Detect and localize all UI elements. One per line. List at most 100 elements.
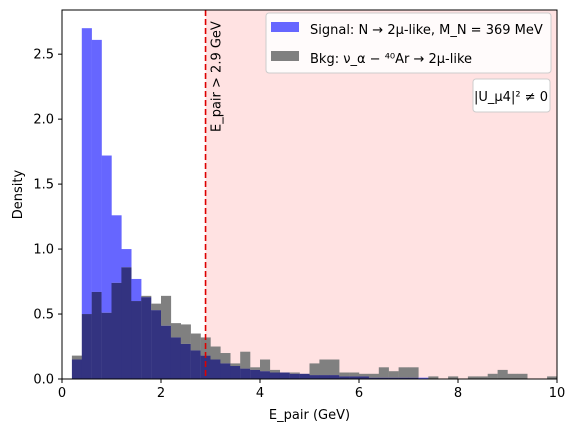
histogram-bar: [250, 367, 261, 370]
histogram-bar: [269, 369, 280, 373]
histogram-bar: [368, 373, 379, 378]
legend-bkg-swatch: [271, 51, 299, 61]
histogram-bar-overlap: [161, 325, 172, 379]
histogram-bar-overlap: [319, 375, 330, 379]
histogram-bar: [497, 369, 508, 379]
histogram-bar: [477, 376, 488, 379]
histogram-bar: [329, 359, 340, 376]
x-tick-label: 4: [256, 386, 264, 401]
histogram-bar: [170, 323, 181, 338]
histogram-bar: [408, 367, 419, 378]
annotation-frame: [472, 78, 551, 113]
y-tick-label: 0.0: [33, 373, 54, 388]
histogram-bar: [507, 373, 518, 379]
histogram-bar: [101, 155, 112, 313]
x-tick-label: 2: [157, 386, 165, 401]
histogram-bar: [220, 353, 231, 364]
histogram-bar: [547, 376, 558, 379]
histogram-bar-overlap: [101, 312, 112, 379]
x-tick-label: 8: [454, 386, 462, 401]
legend-signal-swatch: [271, 22, 299, 32]
y-tick-label: 0.5: [33, 308, 54, 323]
histogram-bar-overlap: [260, 371, 271, 379]
histogram-bar: [240, 351, 251, 369]
histogram-bar: [378, 367, 389, 378]
histogram-bar-overlap: [349, 376, 360, 379]
y-tick-label: 2.0: [33, 113, 54, 128]
histogram-bar: [398, 367, 409, 378]
histogram-bar: [448, 376, 459, 379]
histogram-bar-overlap: [131, 301, 142, 379]
annotation-text: |U_μ4|² ≠ 0: [474, 90, 548, 105]
y-axis-ticks: 0.0 0.5 1.0 1.5 2.0 2.5: [33, 48, 62, 388]
histogram-bar-overlap: [170, 337, 181, 379]
histogram-bar-overlap: [368, 377, 379, 379]
histogram-bar: [467, 376, 478, 379]
histogram-bar: [339, 372, 350, 377]
histogram-bar-overlap: [329, 375, 340, 379]
y-tick-label: 1.0: [33, 243, 54, 258]
plot-frame: [61, 9, 558, 380]
legend-box: [265, 12, 552, 74]
histogram-bar-overlap: [378, 377, 389, 379]
histogram-bar: [210, 346, 221, 360]
histogram-bar-overlap: [91, 291, 102, 379]
x-tick-label: 6: [355, 386, 363, 401]
histogram-bar: [319, 359, 330, 376]
histogram-bar-overlap: [408, 377, 419, 379]
histogram-bar-overlap: [210, 359, 221, 379]
histogram-bar-overlap: [240, 368, 251, 379]
histogram-bar-overlap: [81, 314, 92, 379]
histogram-bars: [71, 28, 558, 379]
cut-label: E_pair > 2.9 GeV: [210, 21, 225, 132]
y-axis-label: Density: [11, 169, 26, 219]
histogram-bar-overlap: [279, 372, 290, 379]
histogram-bar-overlap: [359, 376, 370, 379]
histogram-bar-overlap: [71, 359, 82, 379]
histogram-bar: [260, 359, 271, 372]
y-tick-label: 1.5: [33, 178, 54, 193]
histogram-bar-overlap: [289, 373, 300, 379]
histogram-bar-overlap: [309, 375, 320, 379]
y-tick-label: 2.5: [33, 48, 54, 63]
histogram-bar-overlap: [180, 343, 191, 379]
histogram-bar-overlap: [388, 377, 399, 379]
histogram-bar: [111, 215, 122, 283]
histogram-bar: [141, 295, 152, 298]
x-tick-label: 0: [58, 386, 66, 401]
histogram-bar: [230, 363, 241, 367]
histogram-bar: [418, 377, 429, 379]
histogram-bar-overlap: [230, 366, 241, 379]
histogram-bar-overlap: [339, 376, 350, 379]
histogram-bar: [91, 39, 102, 292]
histogram-bar: [71, 355, 82, 360]
histogram-bar: [388, 371, 399, 378]
x-axis-label: E_pair (GeV): [269, 408, 350, 423]
histogram-bar: [131, 278, 142, 302]
legend-signal-label: Signal: N → 2μ-like, M_N = 369 MeV: [310, 23, 543, 38]
histogram-bar: [517, 373, 528, 379]
x-tick-label: 10: [549, 386, 566, 401]
histogram-bar: [81, 28, 92, 315]
histogram-bar-overlap: [121, 267, 132, 379]
histogram-bar-overlap: [269, 372, 280, 379]
histogram-bar: [180, 324, 191, 344]
histogram-bar-overlap: [299, 373, 310, 379]
histogram-bar: [190, 333, 201, 351]
histogram-bar-overlap: [220, 363, 231, 379]
histogram-bar-overlap: [398, 377, 409, 379]
legend-bkg-label: Bkg: ν_α − ⁴⁰Ar → 2μ-like: [310, 52, 472, 67]
histogram-bar: [289, 372, 300, 374]
histogram-bar: [309, 363, 320, 376]
histogram-bar-overlap: [141, 297, 152, 379]
histogram-bar-overlap: [111, 282, 122, 379]
histogram-bar: [428, 376, 439, 379]
histogram-bar: [151, 303, 162, 311]
histogram-bar-overlap: [190, 350, 201, 379]
x-axis-ticks: 0 2 4 6 8 10: [58, 379, 565, 401]
histogram-bar: [359, 373, 370, 377]
histogram-bar-overlap: [250, 369, 261, 379]
histogram-bar: [487, 373, 498, 379]
annotation-box: |U_μ4|² ≠ 0: [472, 78, 551, 113]
